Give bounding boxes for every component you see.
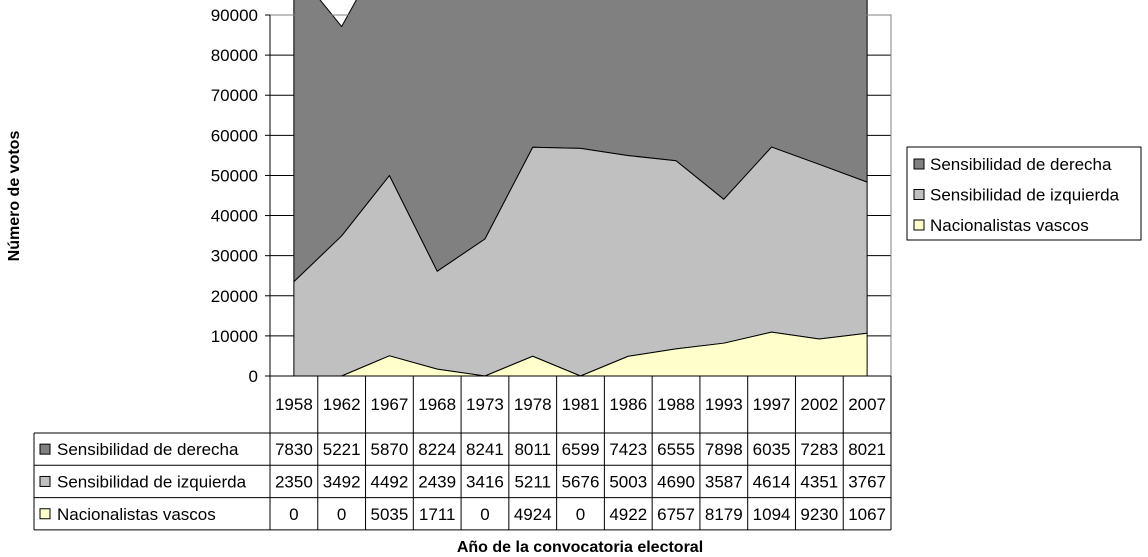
data-table: 1958 1962 1967 1968 1973 1978 1981 1986 1988 1993… — [33, 376, 892, 531]
table-cell-value: 5003 — [609, 472, 647, 491]
legend-swatch — [913, 219, 925, 231]
x-category-label: 1958 — [275, 395, 313, 414]
table-legend-key — [39, 508, 51, 520]
table-cell-value: 8021 — [848, 440, 886, 459]
table-cell-value: 5221 — [323, 440, 361, 459]
table-cell-value: 5211 — [514, 472, 551, 491]
table-cell-value: 8241 — [466, 440, 504, 459]
legend-label: Sensibilidad de derecha — [930, 155, 1112, 174]
table-cell-value: 5676 — [562, 472, 600, 491]
table-cell-value: 7283 — [800, 440, 838, 459]
table-row-label: Sensibilidad de izquierda — [57, 472, 247, 491]
table-cell-value: 6035 — [753, 440, 791, 459]
series-areas — [293, 0, 868, 377]
y-tick-label: 80000 — [211, 46, 258, 65]
table-cell-value: 5870 — [371, 440, 409, 459]
legend: Sensibilidad de derecha Sensibilidad de i… — [906, 146, 1142, 241]
table-cell-value: 7423 — [609, 440, 647, 459]
table-cell-value: 0 — [576, 505, 585, 524]
y-tick-label: 60000 — [211, 126, 258, 145]
table-cell-value: 3492 — [323, 472, 361, 491]
x-axis-title: Año de la convocatoria electoral — [457, 539, 703, 556]
table-cell-value: 8011 — [514, 440, 551, 459]
table-cell-value: 3767 — [848, 472, 886, 491]
y-tick-label: 50000 — [211, 166, 258, 185]
table-cell-value: 4690 — [657, 472, 695, 491]
table-cell-value: 3587 — [705, 472, 743, 491]
table-legend-key — [39, 443, 51, 455]
table-cell-value: 6555 — [657, 440, 695, 459]
table-cell-value: 4351 — [800, 472, 838, 491]
table-cell-value: 5035 — [371, 505, 409, 524]
table-cell-value: 4922 — [609, 505, 647, 524]
table-legend-key — [39, 475, 51, 487]
table-cell-value: 2439 — [418, 472, 456, 491]
x-category-label: 1967 — [371, 395, 409, 414]
x-category-label: 2007 — [848, 395, 886, 414]
y-tick-label: 70000 — [211, 86, 258, 105]
table-cell-value: 1094 — [753, 505, 791, 524]
table-cell-value: 9230 — [800, 505, 838, 524]
table-cell-value: 4492 — [371, 472, 409, 491]
x-category-label: 1997 — [753, 395, 791, 414]
y-axis-title: Número de votos — [6, 131, 23, 262]
legend-swatch — [913, 189, 925, 200]
table-cell-value: 6599 — [562, 440, 600, 459]
y-tick-label: 0 — [249, 367, 258, 386]
y-tick-label: 90000 — [211, 6, 258, 25]
table-cell-value: 6757 — [657, 505, 695, 524]
table-cell-value: 7898 — [705, 440, 743, 459]
x-category-label: 1986 — [609, 395, 647, 414]
table-cell-value: 7830 — [275, 440, 313, 459]
table-cell-value: 4924 — [514, 505, 552, 524]
x-category-label: 1962 — [323, 395, 361, 414]
x-category-label: 1981 — [562, 395, 600, 414]
x-category-label: 1993 — [705, 395, 743, 414]
table-cell-value: 2350 — [275, 472, 313, 491]
y-tick-label: 30000 — [211, 247, 258, 266]
table-row-label: Sensibilidad de derecha — [57, 440, 239, 459]
y-axis: 0 10000 20000 30000 40000 50000 60000 70000 8000… — [211, 6, 271, 386]
y-tick-label: 10000 — [211, 327, 258, 346]
legend-box — [906, 146, 1142, 241]
table-row-label: Nacionalistas vascos — [57, 505, 216, 524]
legend-swatch — [913, 158, 925, 170]
y-tick-label: 20000 — [211, 287, 258, 306]
x-category-label: 2002 — [800, 395, 838, 414]
x-category-label: 1973 — [466, 395, 504, 414]
table-cell-value: 1711 — [419, 505, 456, 524]
y-tick-label: 40000 — [211, 207, 258, 226]
table-cell-value: 8224 — [418, 440, 456, 459]
table-cell-value: 0 — [289, 505, 298, 524]
x-category-label: 1978 — [514, 395, 552, 414]
x-category-label: 1968 — [418, 395, 456, 414]
legend-label: Nacionalistas vascos — [930, 216, 1089, 235]
table-cell-value: 3416 — [466, 472, 504, 491]
table-cell-value: 1067 — [848, 505, 886, 524]
table-cell-value: 4614 — [753, 472, 791, 491]
table-cell-value: 0 — [480, 505, 489, 524]
legend-label: Sensibilidad de izquierda — [930, 186, 1120, 205]
table-cell-value: 0 — [337, 505, 346, 524]
table-cell-value: 8179 — [705, 505, 743, 524]
x-category-label: 1988 — [657, 395, 695, 414]
